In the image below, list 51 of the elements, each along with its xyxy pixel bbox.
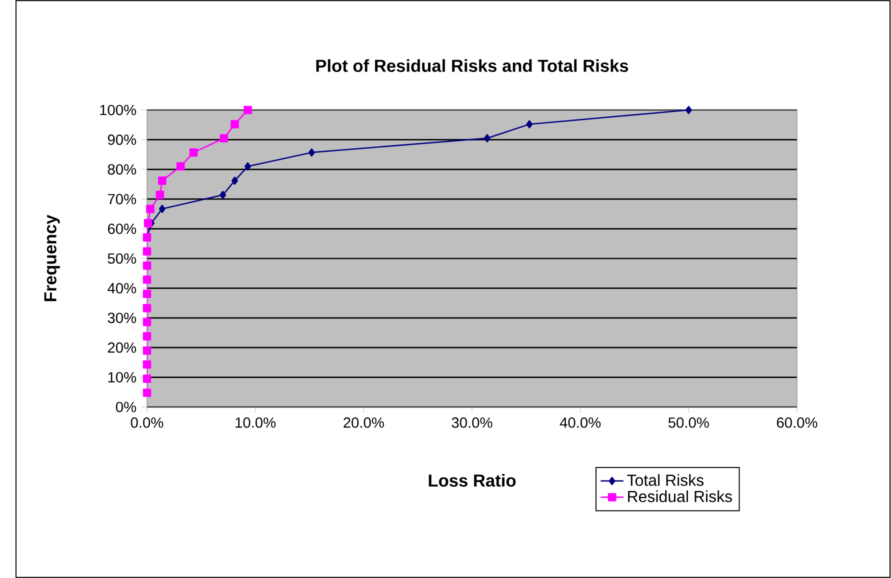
point bbox=[142, 360, 152, 369]
point bbox=[526, 120, 533, 128]
point bbox=[158, 176, 166, 185]
point bbox=[308, 148, 315, 157]
y-tick-label: 20% bbox=[108, 342, 136, 353]
point bbox=[189, 148, 198, 157]
point bbox=[142, 346, 152, 355]
x-tick-label: 30.0% bbox=[452, 417, 492, 428]
x-tick-label: 10.0% bbox=[236, 417, 276, 428]
point bbox=[142, 290, 152, 298]
y-tick-label: 0% bbox=[116, 402, 136, 412]
point bbox=[142, 304, 152, 312]
chart-title: Plot of Residual Risks and Total Risks bbox=[316, 59, 628, 72]
legend-label: Residual Risks bbox=[628, 490, 732, 502]
y-tick-label: 80% bbox=[108, 164, 136, 175]
y-tick-label: 40% bbox=[108, 283, 136, 294]
y-tick-label: 70% bbox=[108, 194, 136, 204]
y-axis-title: Frequency bbox=[44, 214, 60, 302]
y-tick-label: 10% bbox=[108, 372, 136, 382]
x-axis-title: Loss Ratio bbox=[428, 474, 516, 487]
point bbox=[220, 134, 228, 142]
point bbox=[685, 106, 692, 114]
point bbox=[156, 190, 164, 200]
point bbox=[144, 219, 152, 228]
point bbox=[142, 374, 152, 383]
point bbox=[230, 120, 239, 128]
y-tick-label: 60% bbox=[108, 224, 136, 234]
point bbox=[244, 162, 252, 171]
point bbox=[142, 318, 152, 326]
point bbox=[142, 275, 152, 284]
y-tick-label: 30% bbox=[108, 312, 136, 324]
point bbox=[176, 162, 185, 171]
legend-label: Total Risks bbox=[627, 474, 704, 486]
y-tick-label: 50% bbox=[108, 253, 136, 264]
y-tick-label: 100% bbox=[100, 104, 136, 116]
x-tick-label: 50.0% bbox=[668, 417, 709, 428]
x-tick-label: 40.0% bbox=[560, 417, 601, 428]
point bbox=[146, 204, 154, 214]
x-tick-label: 0.0% bbox=[130, 417, 164, 428]
point bbox=[142, 261, 152, 270]
point bbox=[220, 190, 226, 200]
point bbox=[231, 176, 238, 185]
point bbox=[142, 247, 152, 256]
x-tick-label: 60.0% bbox=[776, 417, 818, 428]
point bbox=[142, 388, 152, 397]
point bbox=[158, 204, 166, 214]
point bbox=[484, 134, 490, 142]
point bbox=[142, 332, 152, 340]
y-tick-label: 90% bbox=[108, 134, 136, 145]
x-tick-label: 20.0% bbox=[344, 417, 384, 428]
point bbox=[244, 106, 252, 114]
